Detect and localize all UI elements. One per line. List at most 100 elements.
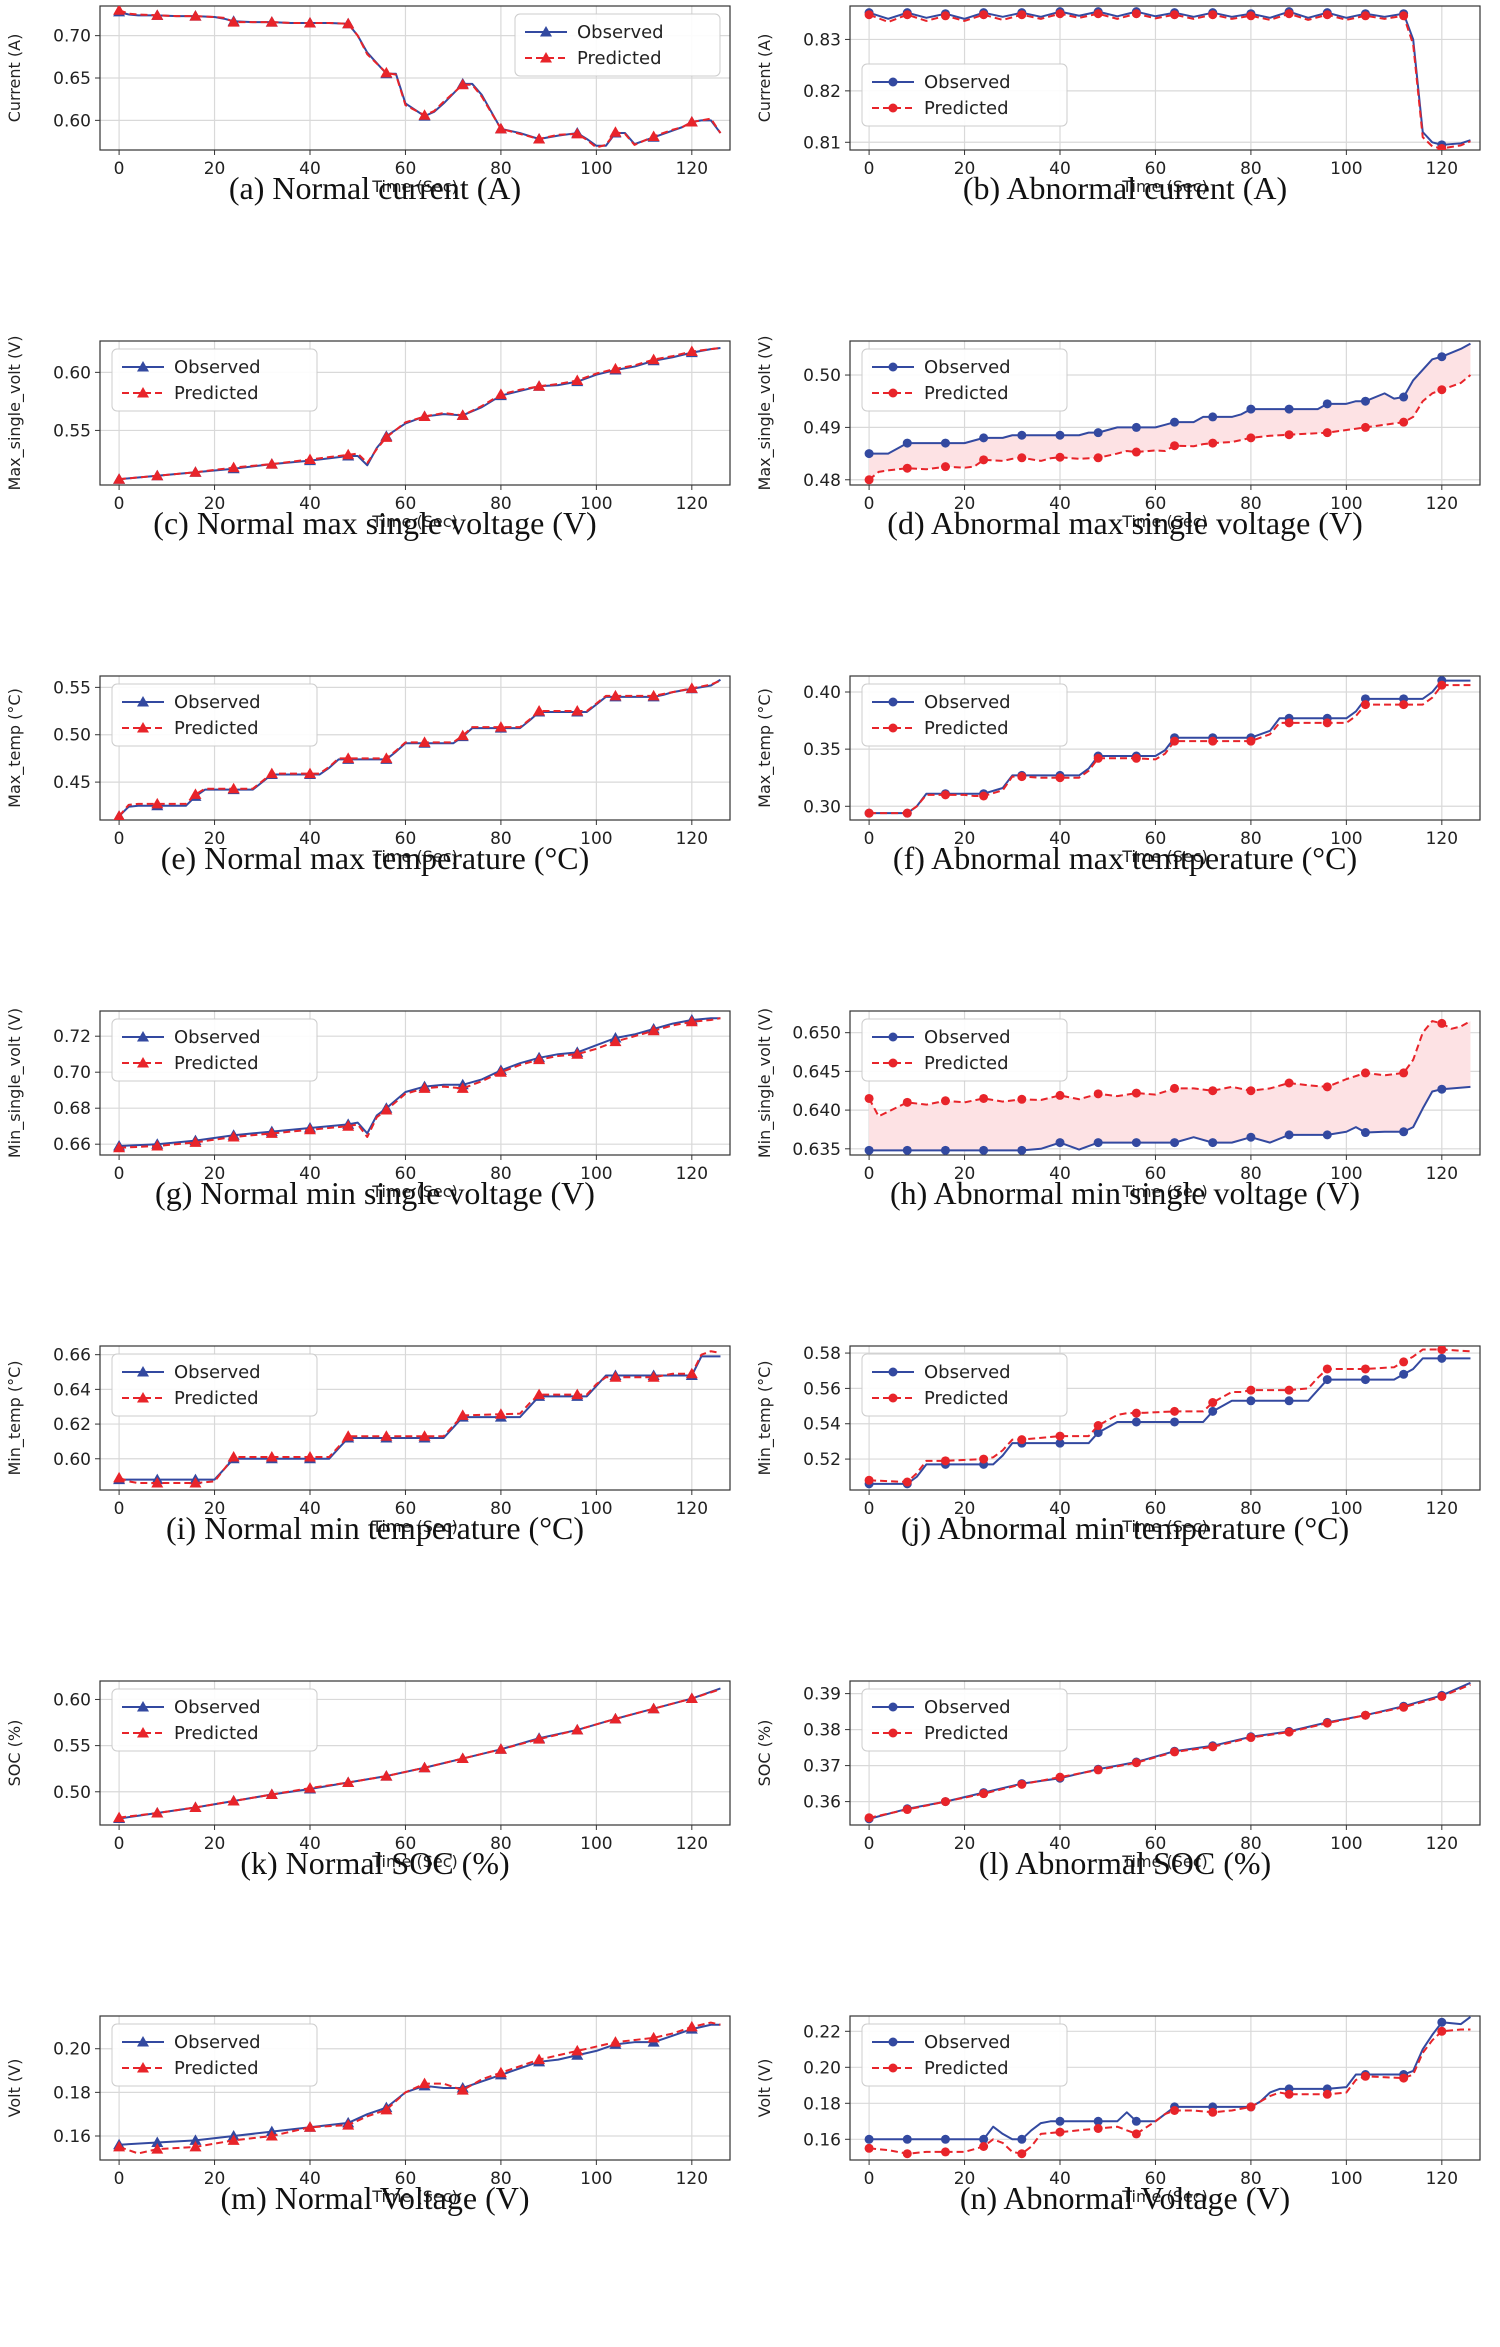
predicted-marker (1246, 1086, 1256, 1096)
x-axis-label: Time (Sec) (1121, 177, 1208, 196)
predicted-marker (1360, 1710, 1370, 1720)
plot-frame (849, 5, 1481, 151)
observed-marker (1360, 396, 1370, 406)
observed-marker (979, 1145, 989, 1155)
predicted-series-line (119, 1017, 721, 1149)
x-tick-label: 80 (1240, 494, 1262, 514)
x-tick-label: 20 (204, 1164, 226, 1184)
axis-ticks: 0 20 40 60 80 100 120 0.635 0.640 0.645 0.650 (792, 1024, 1458, 1184)
observed-series-line (869, 679, 1471, 815)
predicted-marker (304, 1451, 316, 1462)
x-tick-label: 80 (1240, 1834, 1262, 1854)
predicted-marker (1208, 1742, 1218, 1752)
predicted-marker (151, 1477, 164, 1488)
y-axis-label: SOC (%) (755, 1720, 774, 1787)
predicted-marker (1437, 1018, 1447, 1028)
predicted-marker (1093, 753, 1103, 763)
observed-marker (1284, 1396, 1294, 1406)
predicted-marker (864, 1813, 874, 1823)
chart-panel-a: 0 20 40 60 80 100 120 0.60 0.65 0.70 Time (Sec) Cur… (0, 0, 750, 335)
predicted-marker (189, 788, 202, 799)
x-tick-label: 100 (580, 2169, 612, 2189)
x-tick-label: 60 (1145, 159, 1167, 179)
y-axis-label: Max_single_volt (V) (755, 336, 775, 491)
x-tick-label: 120 (1426, 1834, 1458, 1854)
predicted-marker (1093, 1089, 1103, 1099)
chart-panel-g: 0 20 40 60 80 100 120 0.66 0.68 0.70 0.72 Time (Sec… (0, 1005, 750, 1340)
predicted-marker (1170, 736, 1180, 746)
observed-marker (940, 1145, 950, 1155)
legend-label: Observed (174, 1697, 261, 1718)
y-tick-label: 0.62 (53, 1415, 91, 1435)
x-tick-label: 60 (1145, 1834, 1167, 1854)
plot-area (864, 342, 1472, 485)
observed-marker (1170, 1138, 1180, 1148)
legend-box (111, 683, 318, 747)
predicted-marker (533, 2053, 546, 2065)
chart-caption: (b) Abnormal current (A) (962, 170, 1288, 206)
predicted-marker (1208, 2107, 1218, 2117)
predicted-series-line (868, 1020, 1471, 1118)
legend-label: Observed (924, 692, 1011, 713)
y-tick-label: 0.82 (803, 82, 841, 102)
chart-svg-d: 0 20 40 60 80 100 120 0.48 0.49 0.50 Time (Sec) Max… (755, 336, 1481, 531)
predicted-marker (902, 463, 912, 473)
predicted-marker (227, 1451, 240, 1462)
legend: Observed Predicted (861, 348, 1068, 412)
predicted-marker (647, 1702, 660, 1714)
legend-marker (540, 52, 552, 63)
plot-frame (849, 1345, 1481, 1491)
predicted-marker (1322, 2089, 1332, 2099)
y-tick-label: 0.35 (803, 740, 841, 760)
predicted-marker (685, 116, 698, 127)
x-tick-label: 60 (1145, 829, 1167, 849)
y-tick-label: 0.52 (803, 1450, 841, 1470)
predicted-marker (1017, 1779, 1027, 1789)
predicted-marker (342, 448, 355, 460)
legend-box (861, 2023, 1068, 2087)
legend-box (111, 1688, 318, 1752)
predicted-marker (647, 353, 660, 365)
chart-caption: (k) Normal SOC (%) (240, 1845, 510, 1881)
x-tick-label: 60 (395, 2169, 417, 2189)
y-axis-label: Max_single_volt (V) (5, 336, 25, 491)
predicted-marker (864, 10, 874, 20)
predicted-marker (494, 1066, 507, 1077)
plot-area (113, 2020, 721, 2155)
legend-marker (888, 723, 898, 733)
x-tick-label: 0 (864, 1499, 875, 1519)
chart-svg-a: 0 20 40 60 80 100 120 0.60 0.65 0.70 Time (Sec) Cur… (5, 5, 731, 196)
x-tick-label: 40 (299, 1164, 321, 1184)
x-tick-label: 100 (580, 1499, 612, 1519)
chart-svg-b: 0 20 40 60 80 100 120 0.81 0.82 0.83 Time (Sec) Cur… (755, 5, 1481, 196)
plot-area (113, 678, 721, 820)
legend-box (861, 683, 1068, 747)
observed-marker (1093, 1428, 1103, 1438)
predicted-marker (113, 6, 126, 15)
observed-marker (1208, 1406, 1218, 1416)
predicted-marker (151, 469, 164, 481)
y-tick-label: 0.39 (803, 1685, 841, 1705)
predicted-marker (1284, 1727, 1294, 1737)
grid (100, 2016, 730, 2160)
chart-caption: (f) Abnormal max temtperature (°C) (892, 840, 1358, 876)
chart-panel-f: 0 20 40 60 80 100 120 0.30 0.35 0.40 Time (Sec) Max… (750, 670, 1500, 1005)
predicted-marker (189, 1136, 202, 1147)
x-tick-label: 60 (395, 159, 417, 179)
predicted-marker (113, 1811, 126, 1823)
predicted-marker (979, 1454, 989, 1464)
chart-svg-n: 0 20 40 60 80 100 120 0.16 0.18 0.20 0.22 Time (Sec… (755, 2015, 1481, 2206)
observed-marker (1017, 430, 1027, 440)
predicted-marker (1131, 1758, 1141, 1768)
predicted-marker (940, 1797, 950, 1807)
predicted-marker (189, 1477, 202, 1488)
predicted-marker (685, 1367, 698, 1379)
predicted-marker (1093, 2124, 1103, 2133)
legend: Observed Predicted (861, 1688, 1068, 1752)
x-tick-label: 20 (954, 1834, 976, 1854)
plot-area (864, 2016, 1472, 2159)
plot-area (864, 676, 1471, 818)
predicted-marker (418, 1761, 431, 1773)
y-tick-label: 0.50 (53, 726, 91, 746)
predicted-marker (979, 2142, 989, 2151)
